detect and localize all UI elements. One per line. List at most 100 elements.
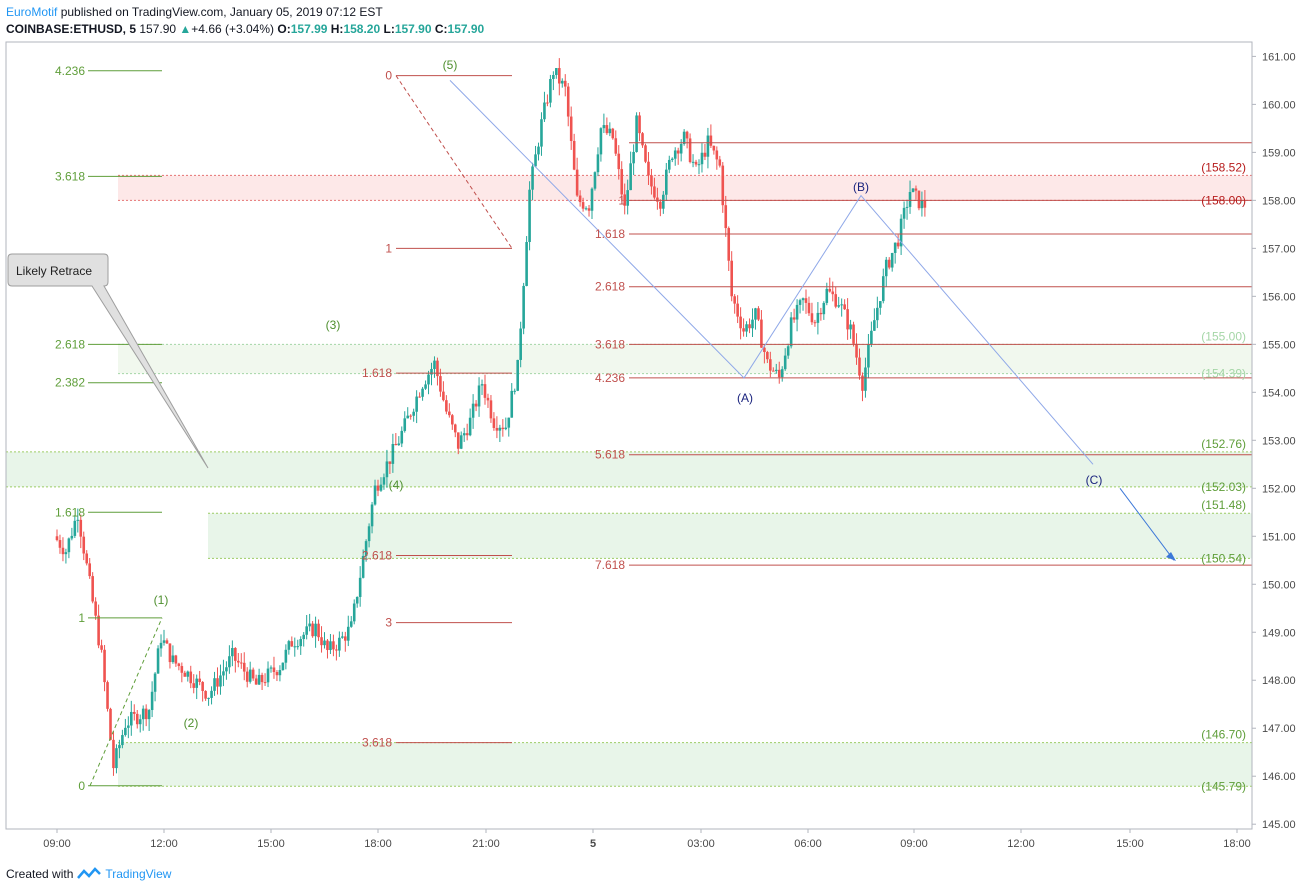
candle-body: [305, 626, 308, 635]
candle-body: [798, 300, 802, 305]
candle-body: [578, 195, 582, 203]
candle-body: [608, 128, 612, 134]
callout-text: Likely Retrace: [16, 264, 92, 278]
candle-body: [620, 169, 624, 195]
tradingview-logo-icon[interactable]: [77, 867, 102, 881]
green-zone-2: [208, 513, 1252, 559]
candle-body: [323, 640, 326, 646]
candle-body: [222, 671, 225, 676]
candle-body: [537, 146, 540, 155]
candle-body: [341, 636, 344, 638]
candle-body: [587, 208, 591, 211]
candle-body: [837, 305, 840, 307]
x-tick-label: 5: [590, 838, 596, 850]
candle-body: [843, 304, 846, 310]
candle-body: [673, 150, 677, 159]
candle-body: [670, 158, 674, 160]
candle-body: [234, 648, 237, 661]
right-fib-label: 7.618: [595, 558, 625, 572]
candle-body: [792, 317, 796, 320]
candle-body: [433, 360, 436, 369]
candle-body: [555, 68, 558, 75]
candle-body: [572, 140, 576, 170]
candle-body: [394, 443, 398, 446]
candle-body: [667, 159, 671, 170]
candle-body: [795, 304, 799, 320]
candle-body: [465, 433, 469, 436]
candle-body: [852, 324, 855, 344]
price-level-label: (146.70): [1201, 728, 1246, 742]
candle-body: [816, 312, 820, 323]
candle-body: [813, 322, 817, 324]
candle-body: [144, 708, 148, 720]
price-level-label: (158.52): [1201, 160, 1246, 174]
candle-body: [412, 411, 415, 416]
candle-body: [617, 153, 621, 170]
mid-fib-label: 0: [385, 69, 392, 83]
candle-body: [156, 648, 160, 674]
callout-bubble: [7, 253, 209, 469]
mid-fib-trend: [395, 75, 513, 249]
left-fib-label: 0: [78, 779, 85, 793]
candle-body: [204, 690, 207, 699]
candle-body: [914, 188, 918, 191]
candle-body: [590, 188, 594, 211]
candle-body: [876, 307, 879, 321]
candle-body: [216, 678, 219, 687]
candle-body: [757, 308, 760, 320]
y-tick-label: 161.00: [1262, 51, 1296, 63]
tradingview-brand[interactable]: TradingView: [105, 867, 172, 881]
wave-label: (4): [389, 478, 404, 492]
candle-body: [513, 390, 517, 392]
candle-body: [769, 359, 772, 371]
candle-body: [543, 102, 546, 120]
mid-fib-label: 1: [385, 241, 392, 255]
candle-body: [445, 400, 448, 412]
candle-body: [727, 228, 731, 261]
candle-body: [228, 656, 231, 668]
candle-body: [650, 175, 653, 187]
candle-body: [644, 145, 647, 162]
candle-body: [480, 384, 484, 386]
red-zone: [118, 175, 1252, 201]
symbol-label[interactable]: COINBASE:ETHUSD, 5: [6, 22, 137, 36]
candle-body: [626, 190, 629, 206]
candle-body: [91, 576, 94, 602]
candle-body: [456, 432, 460, 449]
candle-body: [311, 623, 314, 637]
candle-body: [367, 526, 371, 542]
candle-body: [870, 330, 873, 345]
x-tick-label: 06:00: [794, 838, 822, 850]
candle-body: [774, 369, 778, 371]
candle-body: [141, 708, 145, 720]
candle-body: [400, 430, 404, 444]
candle-body: [682, 131, 686, 144]
candle-body: [789, 317, 793, 347]
candle-body: [376, 485, 380, 491]
left-fib-label: 2.618: [55, 337, 85, 351]
candle-body: [575, 169, 579, 196]
candle-body: [715, 150, 719, 160]
candle-body: [905, 206, 909, 208]
candle-body: [471, 403, 475, 418]
abc-wave-path: [449, 80, 1094, 465]
price-change: +4.66 (+3.04%): [191, 22, 275, 36]
open-label: O:: [277, 22, 291, 36]
candle-body: [718, 159, 722, 166]
candle-body: [127, 725, 130, 728]
candle-body: [290, 641, 294, 647]
candle-body: [730, 260, 733, 297]
candle-body: [691, 161, 695, 163]
candle-body: [403, 418, 407, 431]
candle-body: [436, 360, 439, 377]
candle-body: [165, 640, 169, 644]
candle-body: [641, 133, 644, 146]
candle-body: [239, 662, 243, 664]
candle-body: [326, 640, 329, 651]
candle-body: [474, 403, 478, 407]
x-tick-label: 09:00: [43, 838, 71, 850]
candle-body: [706, 135, 710, 157]
author-link[interactable]: EuroMotif: [6, 5, 58, 19]
candle-body: [424, 384, 427, 389]
